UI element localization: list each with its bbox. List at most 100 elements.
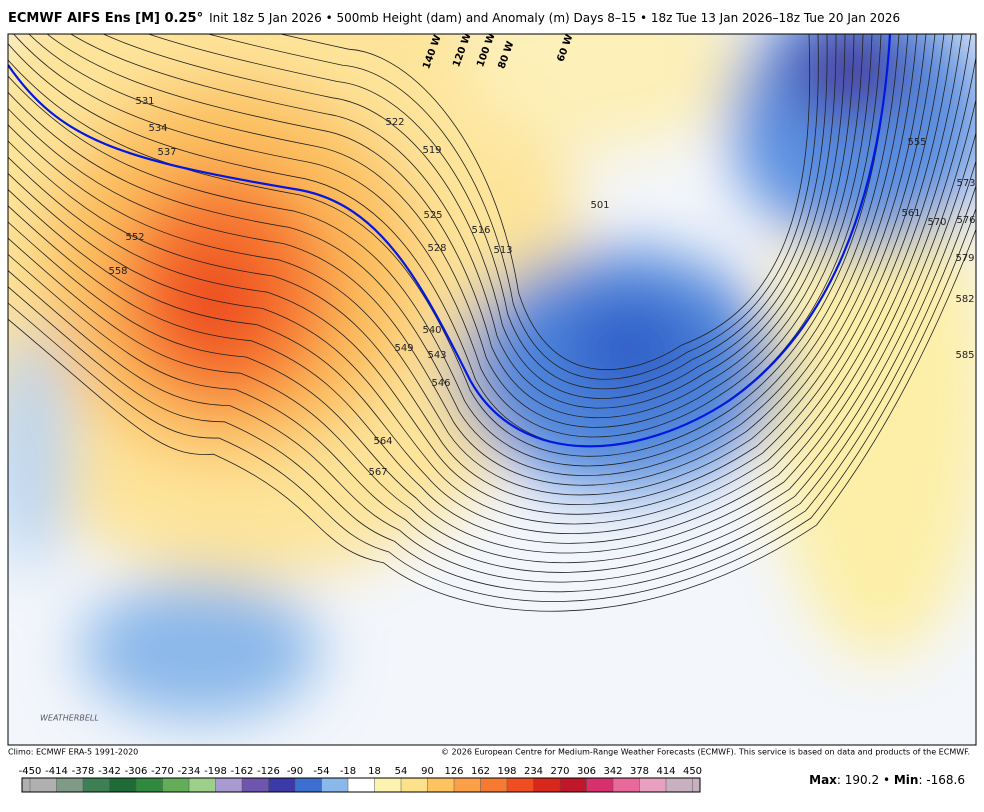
contour [8,159,976,583]
colorbar-tick-label: -198 [204,766,227,777]
contour [8,184,976,593]
colorbar-tick-label: 414 [656,766,675,777]
colorbar-segment [56,778,84,792]
colorbar-tick-label: 18 [368,766,381,777]
colorbar-tick-label: -270 [151,766,174,777]
colorbar-segment [639,778,667,792]
colorbar-tick-label: -162 [231,766,254,777]
contour-label: 501 [590,200,609,211]
colorbar-tick-label: 450 [683,766,702,777]
contour [102,34,837,399]
contour [206,34,819,380]
contour [70,34,846,409]
colorbar-tick-label: -414 [45,766,68,777]
colorbar-tick-label: -234 [178,766,201,777]
colorbar-segment [242,778,269,792]
colorbar-segment [136,778,163,792]
contour [8,34,945,515]
contour-label: 546 [431,378,450,389]
min: -168.6 [926,773,965,787]
colorbar-segment [162,778,190,792]
contour-label: 540 [422,325,441,336]
contour [8,34,927,496]
contour-label: 537 [157,147,176,158]
colorbar-segment [480,778,508,792]
contour-label: 543 [427,350,446,361]
contour [8,55,976,554]
contour-label: 549 [394,343,413,354]
colorbar-tick-label: 378 [630,766,649,777]
colorbar-segment [507,778,534,792]
colorbar-cap [22,778,30,792]
contour-label: 585 [955,350,974,361]
colorbar-segment [83,778,110,792]
sep: : [837,773,845,787]
colorbar-tick-label: 54 [395,766,408,777]
contour-label: 582 [955,294,974,305]
colorbar-segment [560,778,587,792]
contour-label: 576 [956,215,975,226]
colorbar-tick-label: -54 [313,766,329,777]
colorbar-segment [613,778,640,792]
colorbar-tick-label: -306 [125,766,148,777]
title: ECMWF AIFS Ens [M] 0.25° Init 18z 5 Jan 2… [8,11,900,26]
contour [8,130,976,573]
contour-label: 558 [108,266,127,277]
contour-label: 561 [901,208,920,219]
colorbar-segment [533,778,561,792]
sep: : [918,773,926,787]
contour-label: 573 [956,178,975,189]
max-label: Max [809,773,837,787]
colorbar-segment [586,778,614,792]
contour-label: 579 [955,253,974,264]
contour [8,34,963,534]
model: ECMWF AIFS Ens [M] 0.25° [8,11,203,26]
contour-label: 552 [125,232,144,243]
colorbar-segment [30,778,57,792]
colorbar-tick-label: 126 [444,766,463,777]
max: 190.2 [845,773,879,787]
contour [8,34,909,476]
contour-label: 516 [471,225,490,236]
colorbar-segment [295,778,322,792]
colorbar-tick-label: 234 [524,766,543,777]
colorbar-cap [692,778,701,792]
colorbar-tick-label: -126 [257,766,280,777]
contour [147,34,828,390]
contour [8,34,882,447]
colorbar-segment [268,778,296,792]
contour [13,34,873,438]
colorbar-tick-label: -378 [72,766,95,777]
contour [46,34,855,419]
colorbar-tick-label: -450 [19,766,42,777]
colorbar-tick-label: 306 [577,766,596,777]
contour [8,34,936,506]
sep: • [879,773,894,787]
colorbar-segment [109,778,137,792]
min-label: Min [894,773,919,787]
contour-label: 519 [422,145,441,156]
map-frame [7,33,977,746]
contour [8,227,976,612]
colorbar-segment [321,778,349,792]
contour-label: 528 [427,243,446,254]
colorbar-tick-label: 270 [550,766,569,777]
contour-label: 522 [385,117,404,128]
contour-label: 564 [373,436,392,447]
colorbar-segment [348,778,375,792]
contour [8,97,976,564]
contour-label: 570 [927,217,946,228]
colorbar-tick-label: -18 [340,766,356,777]
colorbar-segment [189,778,216,792]
colorbar-segment [215,778,243,792]
stats: Max: 190.2 • Min: -168.6 [809,773,965,787]
climo: Climo: ECMWF ERA-5 1991-2020 [8,748,138,757]
description: Init 18z 5 Jan 2026 • 500mb Height (dam)… [209,11,900,25]
colorbar-segment [427,778,455,792]
logo: WEATHERBELL [40,714,99,723]
colorbar: -450 -414 -378 -342 -306 -270 -234 -198 -162 -126… [19,766,702,793]
contour [8,34,972,544]
contour-label: 567 [368,467,387,478]
